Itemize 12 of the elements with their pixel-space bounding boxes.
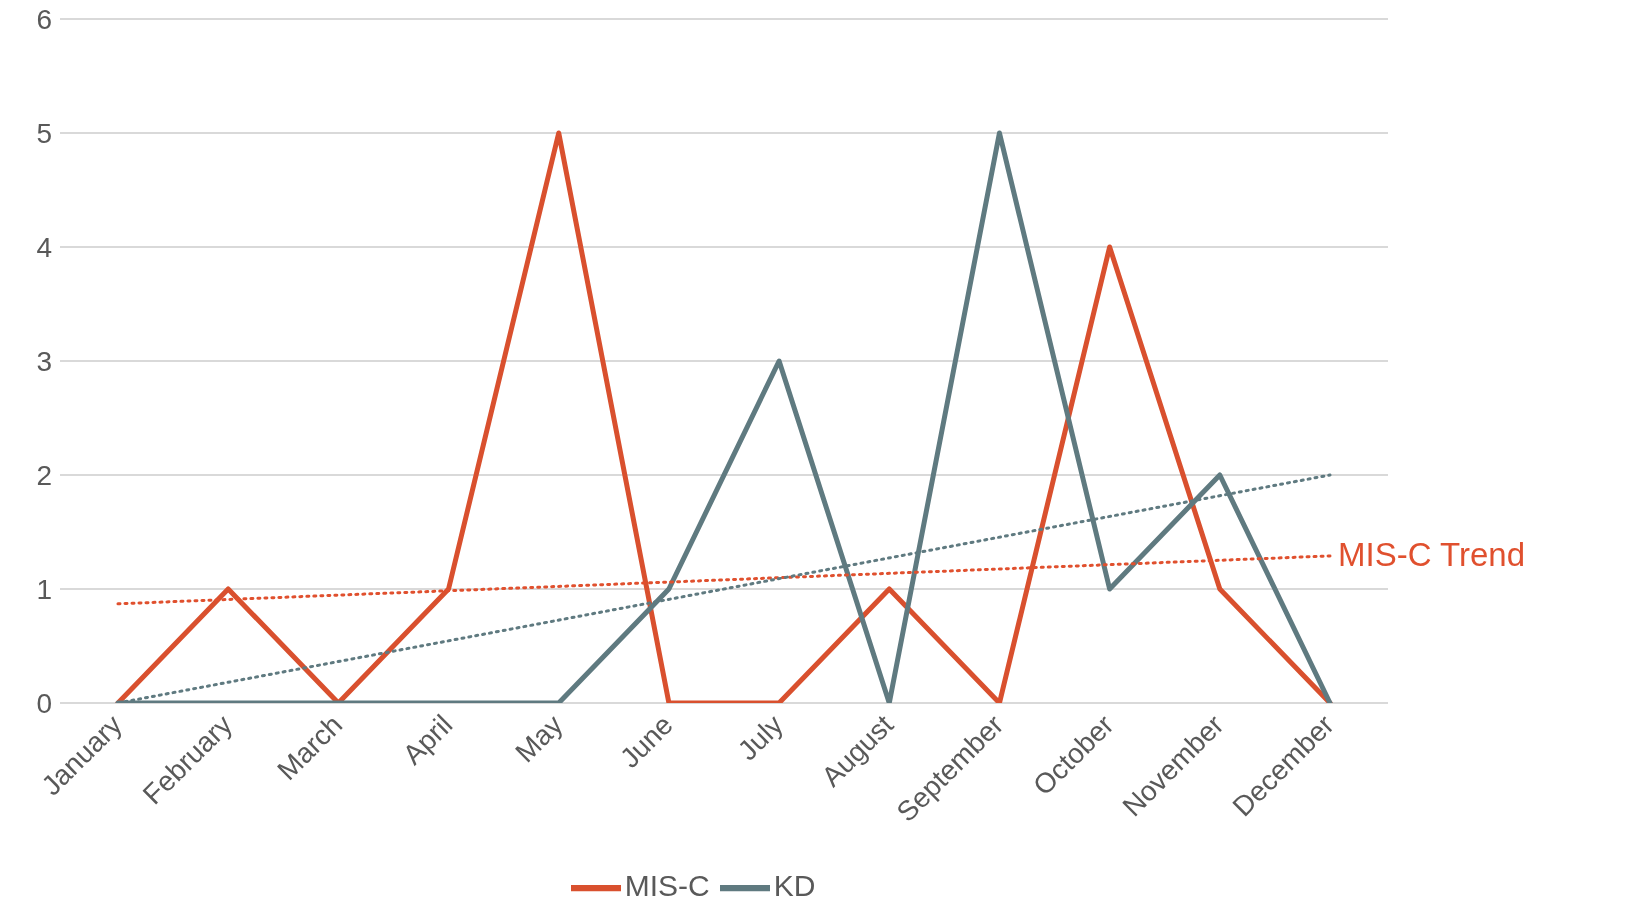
y-tick-label: 6 <box>36 3 52 35</box>
y-tick-label: 5 <box>36 117 52 149</box>
y-tick-label: 2 <box>36 459 52 491</box>
y-tick-label: 4 <box>36 231 52 263</box>
y-tick-label: 0 <box>36 687 52 719</box>
x-tick-label: July <box>731 708 789 767</box>
legend-label: MIS-C <box>624 868 710 902</box>
x-tick-label: May <box>509 708 569 769</box>
y-tick-label: 3 <box>36 345 52 377</box>
series-label: MIS-C Trend <box>1338 535 1526 573</box>
legend-label: KD <box>773 868 816 902</box>
y-tick-label: 1 <box>36 573 52 605</box>
